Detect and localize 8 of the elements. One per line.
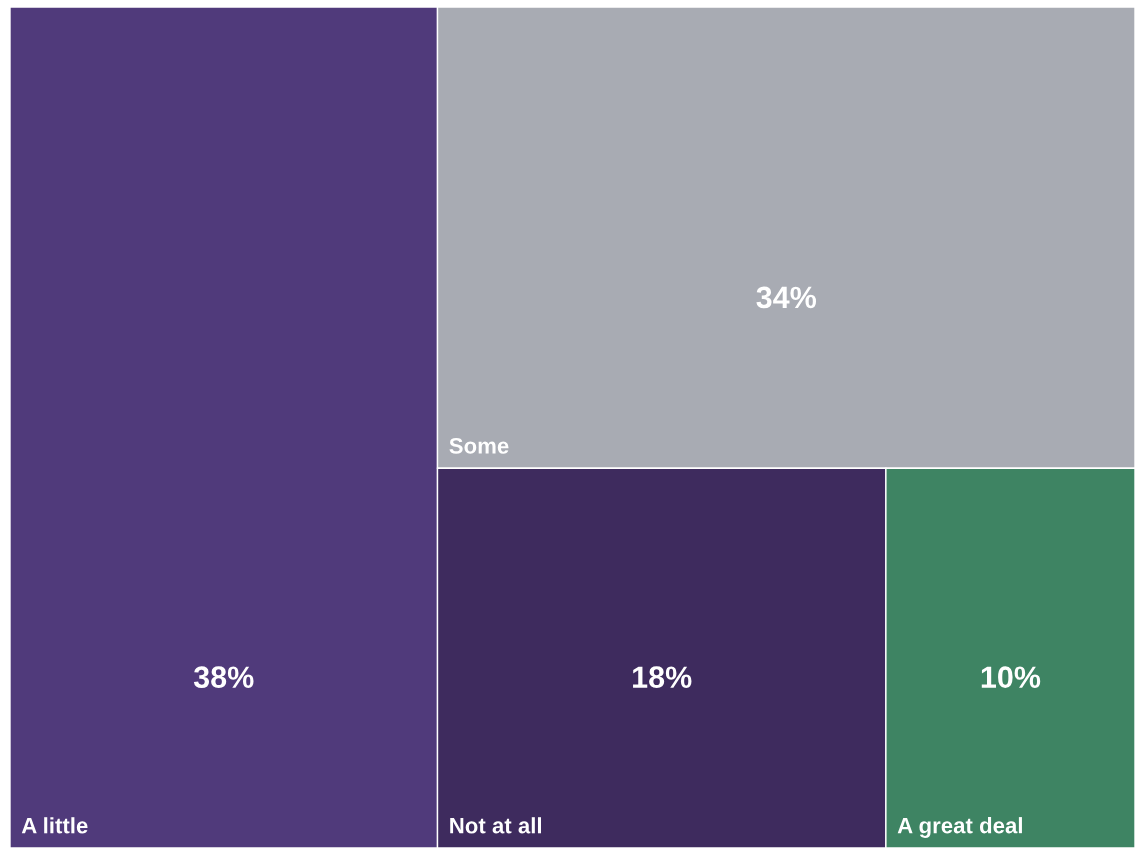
data-label: 38% xyxy=(193,666,254,689)
category-label: A great deal xyxy=(897,817,1022,838)
data-label: 10% xyxy=(981,666,1041,688)
category-label: Not at all xyxy=(450,817,542,834)
data-label: 34% xyxy=(756,286,817,309)
category-label: A little xyxy=(21,817,88,834)
data-label: 18% xyxy=(633,666,692,688)
category-label: Some xyxy=(449,437,509,454)
